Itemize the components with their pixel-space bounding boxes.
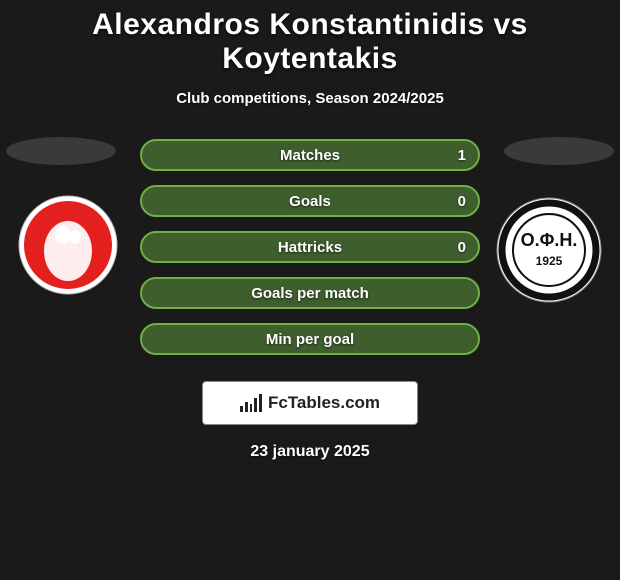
stat-label: Goals xyxy=(289,193,331,210)
crest-left-svg xyxy=(18,195,118,295)
crest-right-text: Ο.Φ.Η. xyxy=(521,230,578,250)
stat-label: Matches xyxy=(280,147,340,164)
stat-row: Goals 0 xyxy=(140,185,480,217)
brand-label: FcTables.com xyxy=(268,393,380,413)
player-left-silhouette xyxy=(6,137,116,165)
crest-left xyxy=(18,195,118,295)
stat-row: Hattricks 0 xyxy=(140,231,480,263)
stat-value-right: 0 xyxy=(458,193,466,210)
brand-badge: FcTables.com xyxy=(202,381,418,425)
date-label: 23 january 2025 xyxy=(0,443,620,461)
stat-value-right: 0 xyxy=(458,239,466,256)
stat-row: Matches 1 xyxy=(140,139,480,171)
stats-list: Matches 1 Goals 0 Hattricks 0 Goals per … xyxy=(140,139,480,369)
stat-value-right: 1 xyxy=(458,147,466,164)
stat-row: Goals per match xyxy=(140,277,480,309)
page-title: Alexandros Konstantinidis vs Koytentakis xyxy=(0,0,620,76)
subtitle: Club competitions, Season 2024/2025 xyxy=(0,90,620,107)
stat-label: Min per goal xyxy=(266,331,354,348)
stat-label: Goals per match xyxy=(251,285,369,302)
bar-chart-icon xyxy=(240,394,262,412)
stat-label: Hattricks xyxy=(278,239,342,256)
crest-right-year: 1925 xyxy=(536,254,563,268)
crest-right: Ο.Φ.Η. 1925 xyxy=(496,197,602,303)
player-right-silhouette xyxy=(504,137,614,165)
stat-row: Min per goal xyxy=(140,323,480,355)
comparison-panel: Ο.Φ.Η. 1925 Matches 1 Goals 0 Hattricks … xyxy=(0,137,620,367)
crest-right-svg: Ο.Φ.Η. 1925 xyxy=(496,197,602,303)
